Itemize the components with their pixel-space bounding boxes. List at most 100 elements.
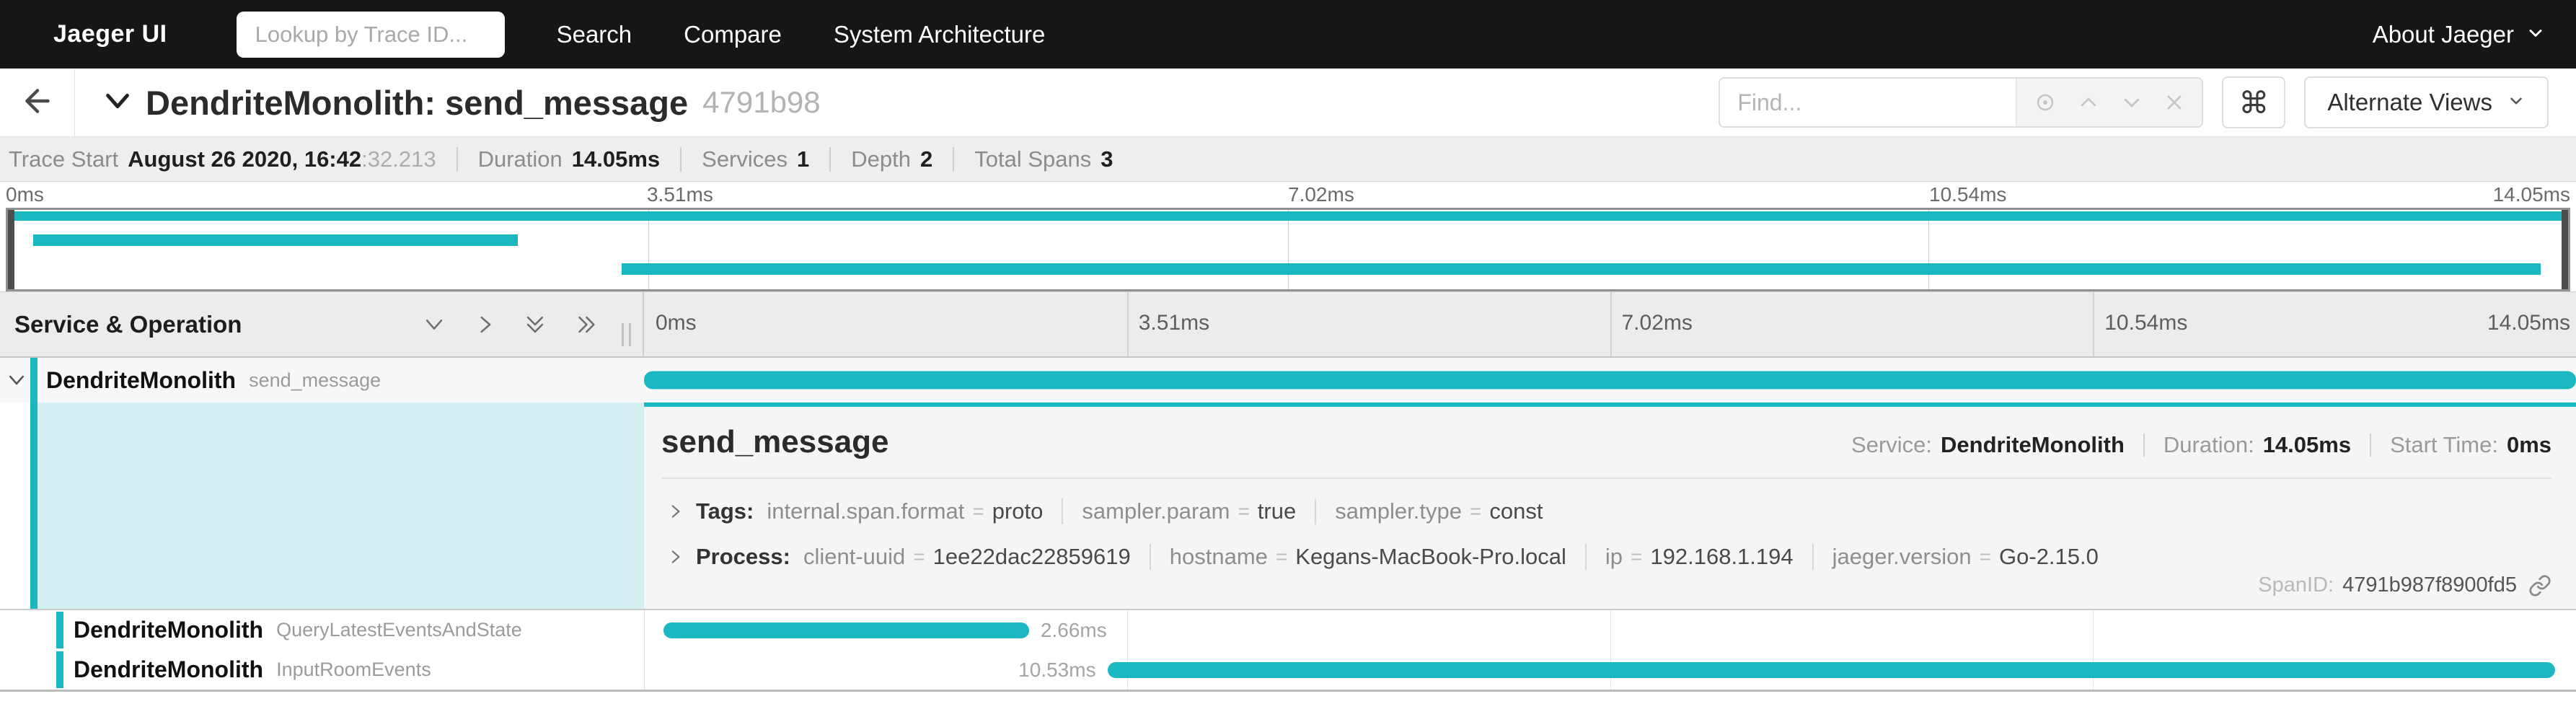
timeline-tick: 14.05ms	[2487, 311, 2570, 335]
minimap-span-bar	[622, 263, 2541, 275]
tag-item: sampler.param = true	[1043, 498, 1296, 524]
minimap-gridline	[1288, 210, 1289, 289]
span-color-stripe	[56, 612, 63, 648]
services-value: 1	[797, 146, 810, 172]
span-detail-operation: send_message	[661, 424, 889, 459]
expand-one-icon[interactable]	[472, 312, 497, 337]
duration-label: Duration	[477, 146, 563, 172]
trace-title: DendriteMonolith: send_message	[146, 83, 689, 122]
trace-start-item: Trace Start August 26 2020, 16:42 :32.21…	[9, 146, 436, 172]
find-clear-icon[interactable]	[2164, 92, 2184, 113]
chevron-down-icon	[2526, 20, 2546, 49]
nav-item-compare[interactable]: Compare	[684, 20, 782, 48]
tags-accordion[interactable]: Tags: internal.span.format = proto sampl…	[661, 498, 2551, 524]
span-overview: Service: DendriteMonolith Duration: 14.0…	[1851, 432, 2551, 458]
top-navbar: Jaeger UI Search Compare System Architec…	[0, 0, 2576, 69]
span-table-header: Service & Operation 0ms	[0, 291, 2576, 358]
about-jaeger-menu[interactable]: About Jaeger	[2373, 20, 2546, 49]
total-spans-label: Total Spans	[974, 146, 1092, 172]
span-detail-panel: send_message Service: DendriteMonolith D…	[0, 402, 2576, 610]
find-controls	[2016, 79, 2202, 126]
process-item: hostname = Kegans-MacBook-Pro.local	[1131, 544, 1566, 570]
chevron-right-icon	[666, 547, 684, 566]
span-bar[interactable]	[644, 371, 2576, 390]
span-row-left: DendriteMonolith QueryLatestEventsAndSta…	[0, 610, 644, 650]
process-list: client-uuid = 1ee22dac22859619 hostname …	[803, 544, 2099, 570]
span-rows: DendriteMonolith send_message send_messa…	[0, 358, 2576, 704]
keyboard-shortcuts-button[interactable]: ⌘	[2222, 76, 2286, 128]
span-bar[interactable]	[663, 622, 1029, 638]
services-item: Services 1	[660, 146, 809, 172]
process-accordion[interactable]: Process: client-uuid = 1ee22dac22859619 …	[661, 544, 2551, 570]
span-duration-label: 2.66ms	[1040, 618, 1107, 641]
back-button[interactable]	[0, 69, 75, 136]
nav-item-system-architecture[interactable]: System Architecture	[833, 20, 1046, 48]
tag-item: internal.span.format = proto	[767, 498, 1044, 524]
span-color-stripe	[30, 402, 38, 609]
find-input[interactable]	[1720, 79, 2016, 126]
minimap-right-scrubber[interactable]	[2562, 210, 2568, 289]
timeline-divider	[1126, 292, 1129, 356]
minimap-tick: 0ms	[6, 183, 44, 206]
alternate-views-button[interactable]: Alternate Views	[2304, 76, 2549, 128]
span-detail-header: send_message Service: DendriteMonolith D…	[661, 424, 2551, 460]
trace-start-label: Trace Start	[9, 146, 119, 172]
process-item: ip = 192.168.1.194	[1566, 544, 1794, 570]
service-name: DendriteMonolith	[74, 656, 264, 682]
nav-item-search[interactable]: Search	[556, 20, 632, 48]
column-resize-handle[interactable]	[622, 323, 631, 346]
trace-summary-bar: Trace Start August 26 2020, 16:42 :32.21…	[0, 137, 2576, 182]
expand-all-icon[interactable]	[573, 312, 598, 337]
span-track: 2.66ms	[644, 610, 2576, 650]
minimap-left-scrubber[interactable]	[8, 210, 14, 289]
trace-id: 4791b98	[702, 85, 821, 119]
alternate-views-label: Alternate Views	[2327, 89, 2492, 115]
service-name: DendriteMonolith	[46, 366, 237, 393]
collapse-trace-chevron[interactable]	[101, 84, 134, 121]
back-arrow-icon	[19, 83, 56, 123]
span-row-left: DendriteMonolith InputRoomEvents	[0, 650, 644, 690]
minimap-tick: 10.54ms	[1929, 183, 2007, 206]
locate-icon[interactable]	[2034, 92, 2056, 113]
minimap-tick-labels: 0ms 3.51ms 7.02ms 10.54ms 14.05ms	[6, 182, 2570, 208]
depth-value: 2	[920, 146, 933, 172]
span-detail-highlight	[38, 402, 644, 609]
trace-start-fraction: :32.213	[361, 146, 436, 172]
find-next-icon[interactable]	[2121, 92, 2143, 113]
minimap-tick: 3.51ms	[647, 183, 713, 206]
span-detail-left-gutter[interactable]	[0, 402, 644, 609]
total-spans-item: Total Spans 3	[932, 146, 1113, 172]
process-label: Process:	[696, 544, 790, 569]
span-duration-label: 10.53ms	[1018, 658, 1096, 681]
tags-label: Tags:	[696, 498, 754, 524]
timeline-tick: 10.54ms	[2104, 311, 2188, 335]
chevron-right-icon	[666, 502, 684, 521]
collapse-all-icon[interactable]	[523, 312, 547, 337]
deep-link-icon[interactable]	[2528, 574, 2551, 597]
operation-name: InputRoomEvents	[276, 659, 431, 680]
span-row-query-latest-events[interactable]: DendriteMonolith QueryLatestEventsAndSta…	[0, 610, 2576, 650]
duration-value: 14.05ms	[571, 146, 661, 172]
depth-label: Depth	[851, 146, 911, 172]
find-prev-icon[interactable]	[2078, 92, 2099, 113]
service-operation-header: Service & Operation	[0, 292, 644, 356]
trace-lookup-input[interactable]	[236, 11, 505, 58]
chevron-down-icon	[101, 84, 134, 121]
timeline-minimap[interactable]	[6, 208, 2570, 291]
trace-start-value: August 26 2020, 16:42	[128, 146, 362, 172]
span-start-time-item: Start Time: 0ms	[2351, 432, 2551, 458]
chevron-down-icon[interactable]	[6, 369, 27, 391]
process-item: jaeger.version = Go-2.15.0	[1794, 544, 2099, 570]
collapse-one-icon[interactable]	[422, 312, 446, 337]
span-id-row: SpanID: 4791b987f8900fd5	[2258, 573, 2551, 597]
minimap-span-bar	[8, 211, 2568, 221]
jaeger-logo[interactable]: Jaeger UI	[53, 20, 167, 48]
timeline-tick: 7.02ms	[1621, 311, 1693, 335]
span-track	[644, 358, 2576, 402]
depth-item: Depth 2	[809, 146, 932, 172]
minimap-span-bar	[33, 234, 519, 246]
span-bar[interactable]	[1107, 661, 2556, 678]
span-row-send-message[interactable]: DendriteMonolith send_message	[0, 358, 2576, 402]
span-row-input-room-events[interactable]: DendriteMonolith InputRoomEvents 10.53ms	[0, 650, 2576, 690]
